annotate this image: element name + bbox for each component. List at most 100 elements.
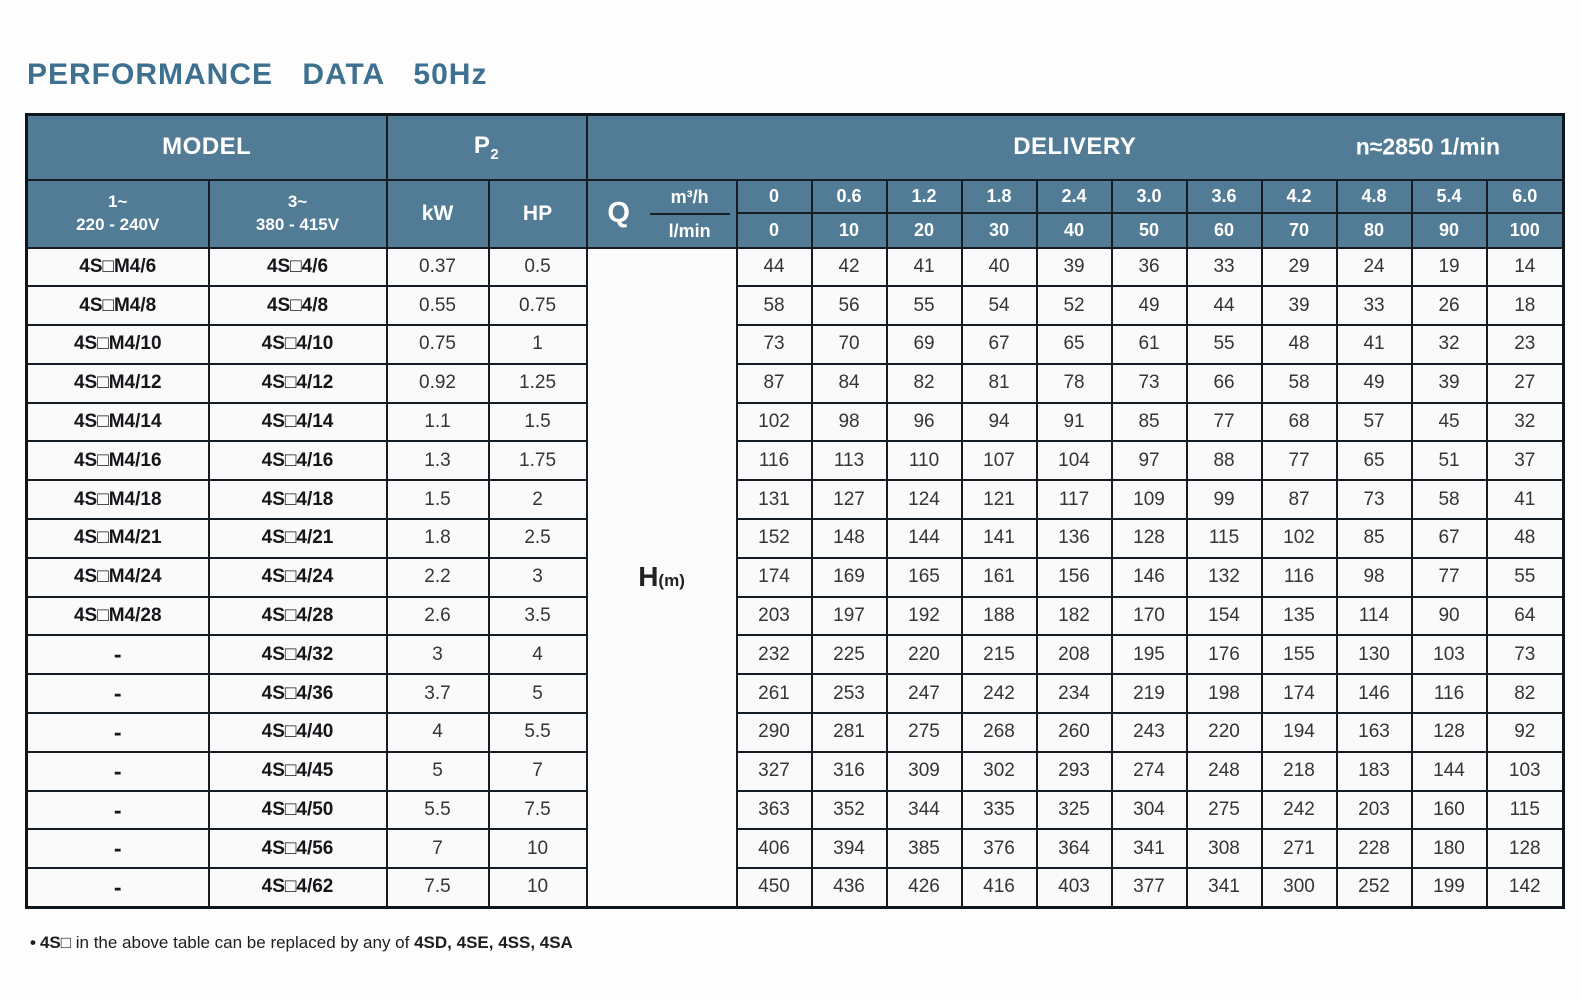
model-3ph-cell: 4S□4/56 <box>207 828 388 870</box>
head-value-cell: 416 <box>960 867 1038 909</box>
head-value-cell: 103 <box>1410 634 1488 676</box>
head-meters-label: H(m) <box>585 246 738 909</box>
head-value-cell: 54 <box>960 285 1038 327</box>
head-value-cell: 78 <box>1035 362 1113 404</box>
head-value-cell: 154 <box>1185 595 1263 637</box>
head-value-cell: 199 <box>1410 867 1488 909</box>
head-value-cell: 90 <box>1410 595 1488 637</box>
model-3ph-cell: 4S□4/50 <box>207 789 388 831</box>
head-value-cell: 161 <box>960 556 1038 598</box>
flow-m3h-cell: 1.8 <box>960 178 1038 214</box>
head-value-cell: 110 <box>885 440 963 482</box>
hp-value-cell: 0.5 <box>487 246 588 288</box>
head-value-cell: 363 <box>735 789 813 831</box>
flow-m3h-cell: 6.0 <box>1485 178 1565 214</box>
head-value-cell: 274 <box>1110 750 1188 792</box>
head-value-cell: 376 <box>960 828 1038 870</box>
head-value-cell: 260 <box>1035 712 1113 753</box>
hp-value-cell: 4 <box>487 634 588 676</box>
flow-lmin-cell: 60 <box>1185 211 1263 249</box>
model-1ph-cell: - <box>25 750 210 792</box>
kw-value-cell: 1.3 <box>385 440 490 482</box>
head-value-cell: 116 <box>1410 673 1488 715</box>
head-value-cell: 144 <box>885 518 963 559</box>
head-value-cell: 234 <box>1035 673 1113 715</box>
table-row: 4S□M4/21 4S□4/21 1.8 2.5 152 148 144 141 136 128 1… <box>25 518 1565 559</box>
head-value-cell: 58 <box>1410 479 1488 521</box>
head-value-cell: 176 <box>1185 634 1263 676</box>
head-value-cell: 203 <box>735 595 813 637</box>
delivery-group-header: DELIVERY n≈2850 1/min <box>585 113 1565 181</box>
head-value-cell: 174 <box>1260 673 1338 715</box>
head-value-cell: 69 <box>885 324 963 365</box>
q-unit-m3h: m³/h <box>649 182 730 215</box>
head-value-cell: 121 <box>960 479 1038 521</box>
three-phase-line2: 380 - 415V <box>255 214 340 234</box>
hp-value-cell: 1.75 <box>487 440 588 482</box>
head-value-cell: 327 <box>735 750 813 792</box>
table-row: 4S□M4/12 4S□4/12 0.92 1.25 87 84 82 81 78 73 66 58 4… <box>25 362 1565 404</box>
head-value-cell: 144 <box>1410 750 1488 792</box>
head-value-cell: 148 <box>810 518 888 559</box>
head-value-cell: 82 <box>1485 673 1565 715</box>
model-1ph-cell: 4S□M4/16 <box>25 440 210 482</box>
head-value-cell: 39 <box>1410 362 1488 404</box>
head-value-cell: 203 <box>1335 789 1413 831</box>
head-value-cell: 195 <box>1110 634 1188 676</box>
head-value-cell: 39 <box>1035 246 1113 288</box>
head-value-cell: 220 <box>885 634 963 676</box>
footnote-text: in the above table can be replaced by an… <box>71 933 415 952</box>
head-value-cell: 128 <box>1485 828 1565 870</box>
head-value-cell: 146 <box>1110 556 1188 598</box>
head-value-cell: 44 <box>1185 285 1263 327</box>
p2-label: P <box>473 131 491 159</box>
model-3ph-cell: 4S□4/21 <box>207 518 388 559</box>
hp-value-cell: 10 <box>487 828 588 870</box>
head-value-cell: 49 <box>1335 362 1413 404</box>
q-unit-lmin: l/min <box>668 220 711 241</box>
head-value-cell: 160 <box>1410 789 1488 831</box>
model-label: MODEL <box>162 133 252 161</box>
three-phase-line1: 3~ <box>287 192 308 212</box>
hp-value-cell: 7.5 <box>487 789 588 831</box>
head-value-cell: 88 <box>1185 440 1263 482</box>
head-value-cell: 40 <box>960 246 1038 288</box>
head-value-cell: 341 <box>1185 867 1263 909</box>
head-value-cell: 57 <box>1335 401 1413 443</box>
head-value-cell: 163 <box>1335 712 1413 753</box>
head-value-cell: 48 <box>1485 518 1565 559</box>
head-value-cell: 87 <box>1260 479 1338 521</box>
model-1ph-cell: 4S□M4/18 <box>25 479 210 521</box>
performance-table: MODEL P2 DELIVERY n≈2850 1/min 1~ 220 - … <box>25 113 1565 909</box>
head-value-cell: 188 <box>960 595 1038 637</box>
head-value-cell: 41 <box>885 246 963 288</box>
head-value-cell: 73 <box>1335 479 1413 521</box>
head-value-cell: 194 <box>1260 712 1338 753</box>
hp-value-cell: 5.5 <box>487 712 588 753</box>
head-value-cell: 48 <box>1260 324 1338 365</box>
head-value-cell: 174 <box>735 556 813 598</box>
model-3ph-cell: 4S□4/16 <box>207 440 388 482</box>
head-value-cell: 132 <box>1185 556 1263 598</box>
head-value-cell: 39 <box>1260 285 1338 327</box>
head-value-cell: 220 <box>1185 712 1263 753</box>
table-row: 4S□M4/6 4S□4/6 0.37 0.5 H(m) 44 42 41 40 39 36 33 29… <box>25 246 1565 909</box>
model-3ph-cell: 4S□4/18 <box>207 479 388 521</box>
head-value-cell: 300 <box>1260 867 1338 909</box>
head-value-cell: 42 <box>810 246 888 288</box>
head-value-cell: 109 <box>1110 479 1188 521</box>
head-value-cell: 293 <box>1035 750 1113 792</box>
head-value-cell: 426 <box>885 867 963 909</box>
model-3ph-cell: 4S□4/36 <box>207 673 388 715</box>
flow-lmin-header-row: 0 10 20 30 40 50 60 70 80 90 100 <box>27 211 1565 249</box>
head-value-cell: 152 <box>735 518 813 559</box>
head-value-cell: 68 <box>1260 401 1338 443</box>
head-value-cell: 70 <box>810 324 888 365</box>
head-value-cell: 77 <box>1185 401 1263 443</box>
head-value-cell: 141 <box>960 518 1038 559</box>
flow-lmin-cell: 80 <box>1335 211 1413 249</box>
model-1ph-cell: - <box>25 867 210 909</box>
head-value-cell: 37 <box>1485 440 1565 482</box>
head-value-cell: 364 <box>1035 828 1113 870</box>
head-value-cell: 41 <box>1335 324 1413 365</box>
